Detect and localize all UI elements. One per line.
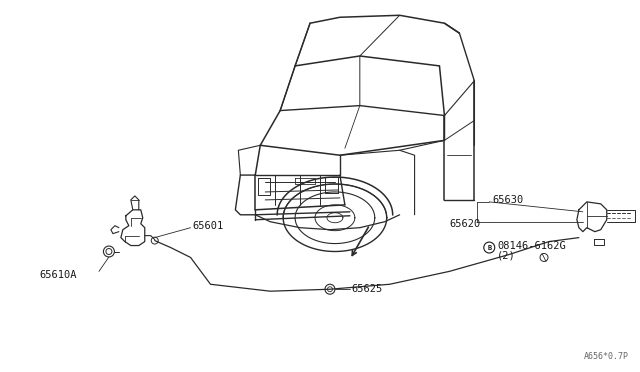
Text: 08146-6162G: 08146-6162G	[497, 241, 566, 251]
Text: 65601: 65601	[193, 221, 224, 231]
Text: A656*0.7P: A656*0.7P	[584, 352, 628, 361]
Text: 65610A: 65610A	[39, 270, 77, 280]
Text: (2): (2)	[497, 250, 516, 260]
Text: B: B	[487, 244, 492, 250]
Text: 65620: 65620	[449, 219, 481, 229]
Text: 65625: 65625	[352, 284, 383, 294]
Text: 65630: 65630	[492, 195, 524, 205]
